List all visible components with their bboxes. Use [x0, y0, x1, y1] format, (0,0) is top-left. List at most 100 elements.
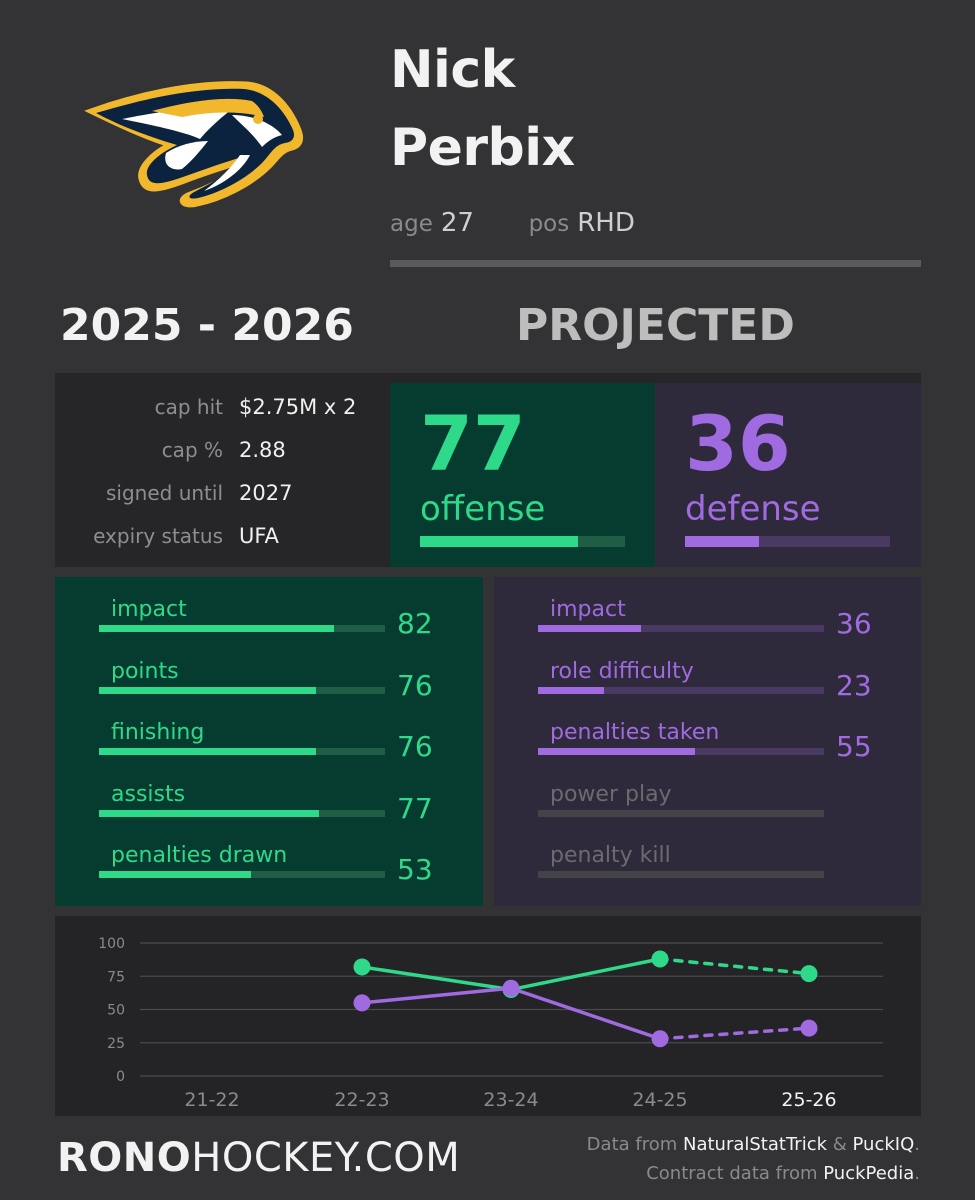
defense-metric-row: power play: [538, 782, 918, 832]
defense-metric-label: role difficulty: [550, 658, 694, 684]
offense-metrics-panel: impact 82 points 76 finishing 76 assists 77 pena…: [55, 577, 483, 906]
player-first-name: Nick: [390, 40, 515, 100]
defense-metrics-panel: impact 36 role difficulty 23 penalties taken…: [494, 577, 921, 906]
offense-metric-value: 82: [397, 607, 433, 640]
x-tick-label: 25-26: [781, 1089, 836, 1111]
player-last-name: Perbix: [390, 118, 575, 178]
projection-status: PROJECTED: [516, 300, 795, 351]
defense-data-point: [651, 1030, 669, 1048]
offense-metric-row: assists 77: [99, 782, 479, 832]
age-label: age: [390, 211, 433, 237]
credits-dot: .: [914, 1134, 920, 1155]
offense-metric-label: impact: [111, 597, 187, 622]
defense-data-point: [502, 979, 520, 997]
defense-metric-bar-fill: [538, 748, 696, 755]
offense-series-line: [509, 957, 662, 992]
defense-score-bar-fill: [685, 536, 759, 547]
defense-metric-row: impact 36: [538, 597, 918, 647]
defense-metric-label: impact: [550, 597, 626, 622]
source-puckpedia[interactable]: PuckPedia: [823, 1163, 915, 1184]
contract-value: UFA: [239, 524, 279, 548]
defense-metric-bar: [538, 748, 824, 755]
defense-series-line: [658, 1026, 811, 1041]
offense-metric-bar-fill: [99, 625, 334, 632]
contract-label: expiry status: [93, 524, 223, 548]
defense-metric-bar: [538, 686, 824, 694]
x-tick-label: 22-23: [334, 1089, 389, 1111]
contract-value: 2.88: [239, 438, 286, 462]
defense-metric-row: penalty kill: [538, 843, 918, 893]
contract-label: cap hit: [154, 395, 223, 419]
offense-metric-bar-fill: [99, 686, 317, 694]
defense-metric-row: penalties taken 55: [538, 720, 918, 770]
credits-prefix: Data from: [586, 1134, 683, 1155]
y-tick-label: 75: [107, 969, 125, 985]
season-title: 2025 - 2026: [60, 300, 354, 351]
y-tick-label: 25: [107, 1036, 125, 1052]
defense-metric-value: 55: [836, 730, 872, 763]
contract-credits: Contract data from PuckPedia.: [646, 1163, 920, 1184]
offense-data-point: [353, 958, 371, 976]
contract-label: cap %: [161, 438, 223, 462]
defense-data-point: [353, 994, 371, 1012]
offense-series-line: [360, 965, 513, 992]
offense-metric-label: penalties drawn: [111, 843, 288, 868]
defense-score-card: 36 defense: [655, 383, 921, 567]
offense-metric-row: finishing 76: [99, 720, 479, 770]
offense-metric-value: 53: [397, 853, 433, 886]
defense-metric-row: role difficulty 23: [538, 659, 918, 709]
header-divider: [390, 260, 921, 267]
y-tick-label: 0: [116, 1069, 125, 1085]
player-meta: age 27 pos RHD: [390, 208, 635, 238]
contract-row: signed until 2027: [55, 481, 385, 511]
trend-chart-panel: 0 25 50 75 100 21-22 22-23 23-24 24-25 25-26: [55, 916, 921, 1116]
offense-metric-bar-fill: [99, 871, 251, 878]
data-credits: Data from NaturalStatTrick & PuckIQ.: [587, 1134, 920, 1155]
offense-metric-bar-fill: [99, 809, 320, 817]
credits-dot: .: [914, 1163, 920, 1184]
offense-metric-bar: [99, 871, 385, 878]
offense-label: offense: [420, 489, 546, 529]
offense-score: 77: [420, 399, 526, 488]
age-value: 27: [440, 208, 474, 238]
defense-metric-bar-fill: [538, 686, 604, 694]
defense-series-line: [509, 986, 662, 1041]
contract-row: cap hit $2.75M x 2: [55, 395, 385, 425]
defense-metric-bar: [538, 809, 824, 817]
source-naturalstattrick[interactable]: NaturalStatTrick: [682, 1134, 828, 1155]
y-tick-label: 100: [98, 936, 125, 952]
x-tick-label: 23-24: [483, 1089, 538, 1111]
defense-series-line: [360, 986, 513, 1005]
nashville-predators-logo-icon: [84, 81, 304, 208]
trend-chart: 0 25 50 75 100 21-22 22-23 23-24 24-25 25-26: [98, 936, 883, 1111]
contract-row: cap % 2.88: [55, 438, 385, 468]
offense-data-point: [800, 965, 818, 983]
offense-metric-value: 76: [397, 668, 433, 702]
defense-metric-value: 23: [836, 668, 872, 702]
brand-light: HOCKEY.COM: [191, 1135, 461, 1181]
defense-metric-bar-fill: [538, 625, 641, 632]
pos-label: pos: [528, 211, 570, 237]
pos-value: RHD: [577, 208, 635, 238]
source-puckiq[interactable]: PuckIQ: [852, 1134, 915, 1155]
offense-metric-bar: [99, 809, 385, 817]
contract-label: signed until: [105, 481, 223, 505]
site-brand[interactable]: RONOHOCKEY.COM: [57, 1135, 460, 1181]
defense-metric-label: penalties taken: [550, 720, 720, 745]
offense-metric-label: finishing: [111, 720, 205, 745]
offense-metric-bar: [99, 625, 385, 632]
defense-metric-label: power play: [550, 781, 672, 807]
offense-metric-row: points 76: [99, 659, 479, 709]
credits-amp: &: [827, 1134, 853, 1155]
credits-prefix: Contract data from: [646, 1163, 824, 1184]
contract-row: expiry status UFA: [55, 524, 385, 554]
offense-metric-label: assists: [111, 781, 186, 807]
defense-score-bar: [685, 536, 890, 547]
offense-data-point: [651, 950, 669, 968]
offense-metric-bar: [99, 686, 385, 694]
defense-data-point: [800, 1019, 818, 1037]
x-tick-label: 21-22: [184, 1089, 239, 1111]
offense-score-bar: [420, 536, 625, 547]
offense-metric-bar: [99, 748, 385, 755]
offense-metric-row: penalties drawn 53: [99, 843, 479, 893]
